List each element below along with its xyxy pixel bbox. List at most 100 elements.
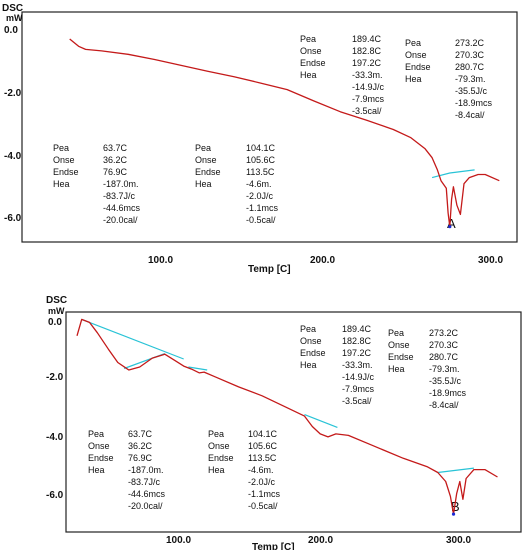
x-tick-label: 300.0 (446, 535, 471, 546)
peak-annotation: Pea Onse Endse Hea 273.2C 270.3C 280.7C … (405, 38, 493, 120)
annotation-value: -44.6mcs (103, 203, 141, 213)
peak-annotation: Pea Onse Endse Hea 273.2C 270.3C 280.7C … (388, 328, 467, 410)
annotation-value: -14.9J/c (352, 82, 385, 92)
annotation-key: Hea (405, 74, 422, 84)
annotation-key: Onse (405, 50, 427, 60)
annotation-key: Endse (53, 167, 79, 177)
annotation-value: -1.1mcs (246, 203, 279, 213)
annotation-value: -0.5cal/ (248, 501, 278, 511)
annotation-value: -187.0m. (128, 465, 164, 475)
annotation-value: 280.7C (429, 352, 459, 362)
annotation-key: Pea (300, 324, 316, 334)
annotation-value: 104.1C (246, 143, 276, 153)
annotation-value: -4.6m. (246, 179, 272, 189)
x-tick-label: 100.0 (166, 535, 191, 546)
annotation-value: 76.9C (103, 167, 128, 177)
annotation-key: Pea (208, 429, 224, 439)
annotation-key: Onse (88, 441, 110, 451)
annotation-key: Hea (300, 70, 317, 80)
peak-marker (448, 225, 452, 229)
y-axis-label: DSC (46, 295, 67, 306)
annotation-value: -0.5cal/ (246, 215, 276, 225)
annotation-value: 182.8C (342, 336, 372, 346)
panel-a: DSC mW 0.0 -2.0 -4.0 -6.0 100.0 200.0 30… (2, 3, 518, 275)
annotation-key: Hea (388, 364, 405, 374)
annotation-key: Hea (88, 465, 105, 475)
peak-baseline (431, 169, 475, 179)
peak-annotation: Pea Onse Endse Hea 104.1C 105.6C 113.5C … (195, 143, 279, 225)
annotation-key: Pea (195, 143, 211, 153)
annotation-key: Endse (388, 352, 414, 362)
annotation-value: -2.0J/c (246, 191, 274, 201)
annotation-value: 36.2C (128, 441, 153, 451)
annotation-value: -35.5J/c (455, 86, 488, 96)
annotation-key: Endse (208, 453, 234, 463)
annotation-value: 182.8C (352, 46, 382, 56)
annotation-key: Endse (88, 453, 114, 463)
annotation-value: -33.3m. (352, 70, 383, 80)
y-axis-unit: mW (48, 306, 65, 316)
annotation-value: 273.2C (455, 38, 485, 48)
annotation-value: -79.3m. (455, 74, 486, 84)
annotation-value: -79.3m. (429, 364, 460, 374)
annotation-value: -44.6mcs (128, 489, 166, 499)
peak-baseline (437, 467, 474, 474)
peak-annotation: Pea Onse Endse Hea 189.4C 182.8C 197.2C … (300, 324, 375, 406)
annotation-value: -18.9mcs (455, 98, 493, 108)
annotation-key: Endse (195, 167, 221, 177)
y-tick-label: -2.0 (4, 88, 22, 99)
annotation-value: 113.5C (248, 453, 277, 463)
annotation-value: -14.9J/c (342, 372, 375, 382)
annotation-value: 104.1C (248, 429, 278, 439)
annotation-key: Endse (405, 62, 431, 72)
panel-b: DSC mW 0.0 -2.0 -4.0 -6.0 100.0 200.0 30… (46, 295, 522, 550)
annotation-value: 270.3C (455, 50, 485, 60)
annotation-value: -3.5cal/ (352, 106, 382, 116)
peak-baseline (304, 414, 338, 428)
y-tick-label: -6.0 (46, 490, 64, 501)
x-tick-label: 200.0 (308, 535, 333, 546)
y-axis-unit: mW (6, 13, 23, 23)
annotation-value: -7.9mcs (352, 94, 385, 104)
x-tick-label: 100.0 (148, 255, 173, 266)
annotation-value: 113.5C (246, 167, 275, 177)
peak-annotation: Pea Onse Endse Hea 189.4C 182.8C 197.2C … (300, 34, 385, 116)
annotation-value: -20.0cal/ (103, 215, 138, 225)
dsc-curve (76, 318, 498, 515)
peak-annotation: Pea Onse Endse Hea 104.1C 105.6C 113.5C … (208, 429, 281, 511)
annotation-value: -83.7J/c (103, 191, 136, 201)
annotation-key: Pea (53, 143, 69, 153)
plot-frame (65, 311, 522, 533)
annotation-value: 189.4C (342, 324, 372, 334)
annotation-value: -4.6m. (248, 465, 274, 475)
annotation-key: Onse (300, 336, 322, 346)
x-tick-label: 300.0 (478, 255, 503, 266)
annotation-value: -8.4cal/ (429, 400, 459, 410)
annotation-value: 280.7C (455, 62, 485, 72)
annotation-key: Onse (388, 340, 410, 350)
annotation-key: Onse (53, 155, 75, 165)
y-tick-label: -6.0 (4, 213, 22, 224)
peak-baseline (188, 366, 208, 371)
panel-label: A (447, 216, 456, 231)
annotation-value: -2.0J/c (248, 477, 276, 487)
annotation-key: Hea (300, 360, 317, 370)
peak-marker (451, 512, 456, 516)
peak-baseline (81, 318, 184, 360)
y-tick-label: -2.0 (46, 372, 64, 383)
annotation-value: -35.5J/c (429, 376, 462, 386)
y-tick-label: -4.0 (4, 151, 22, 162)
annotation-value: -33.3m. (342, 360, 373, 370)
annotation-key: Pea (388, 328, 404, 338)
annotation-key: Hea (53, 179, 70, 189)
x-axis-label: Temp [C] (248, 264, 291, 275)
x-tick-label: 200.0 (310, 255, 335, 266)
annotation-key: Onse (300, 46, 322, 56)
annotation-value: 105.6C (248, 441, 278, 451)
annotation-value: 63.7C (103, 143, 128, 153)
annotation-value: 63.7C (128, 429, 153, 439)
dsc-curve (69, 38, 500, 228)
annotation-key: Onse (195, 155, 217, 165)
y-axis-label: DSC (2, 3, 23, 14)
curves (76, 318, 498, 516)
